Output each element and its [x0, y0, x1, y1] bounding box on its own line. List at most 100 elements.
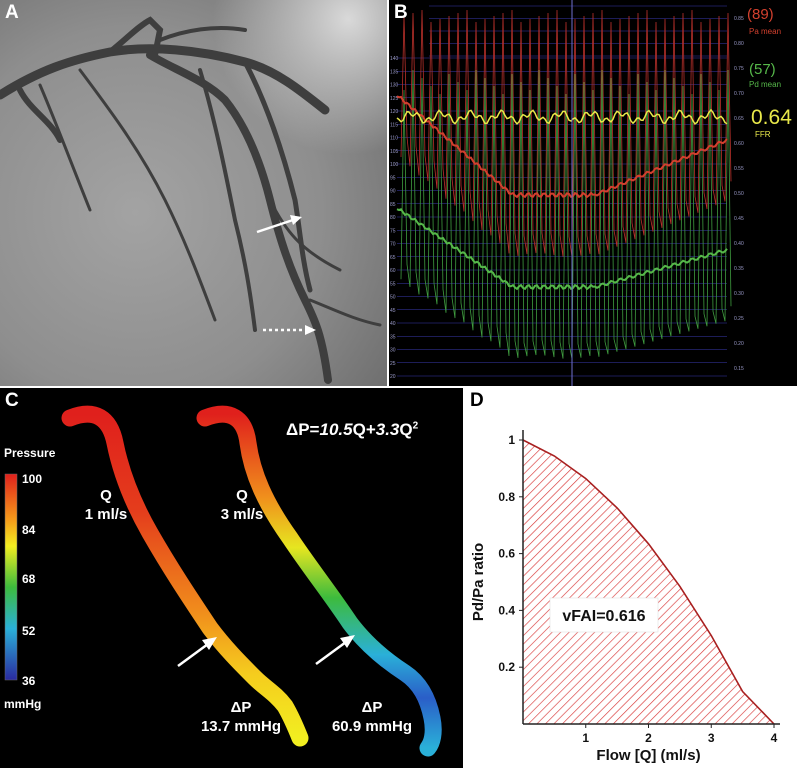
vessel-pressure-map [4, 405, 442, 757]
vfai-chart: 1 2 3 4 0.2 0.4 0.6 0.8 1 Flow [Q] (ml/s) Pd/Pa… [470, 430, 780, 764]
angiogram-panel: A [0, 0, 387, 386]
pa-phasic-trace [400, 9, 732, 257]
tracing-left-tick: 75 [390, 228, 396, 234]
ffr-trace [396, 108, 728, 126]
tracing-left-tick: 70 [390, 242, 396, 248]
y-tick-label: 0.4 [498, 603, 515, 617]
tracing-left-tick: 80 [390, 215, 396, 221]
tracing-right-tick: 0.75 [734, 66, 744, 72]
tracing-left-tick: 60 [390, 268, 396, 274]
tracing-right-tick: 0.70 [734, 91, 744, 97]
x-tick-label: 1 [582, 731, 589, 745]
pd-phasic-trace [400, 69, 732, 359]
tracing-left-tick: 95 [390, 175, 396, 181]
vessel-1-pressure-drop: ΔP 13.7 mmHg [200, 699, 282, 735]
y-axis-title: Pd/Pa ratio [470, 543, 487, 621]
tracing-left-tick: 65 [390, 255, 396, 261]
pd-mean-label: Pd mean [749, 80, 781, 89]
tracing-right-tick: 0.25 [734, 316, 744, 322]
tracing-left-tick: 130 [390, 83, 399, 89]
tracing-left-tick: 85 [390, 202, 396, 208]
y-tick-label: 0.6 [498, 547, 515, 561]
tracing-right-tick: 0.60 [734, 141, 744, 147]
vfai-annotation-box [549, 597, 659, 633]
pd-mean-value: (57) [749, 61, 776, 78]
pa-mean-label: Pa mean [749, 27, 781, 36]
tracing-right-tick: 0.30 [734, 291, 744, 297]
tracing-left-tick: 110 [390, 136, 398, 142]
tracing-left-tick: 45 [390, 308, 396, 314]
tracing-left-tick: 30 [390, 348, 396, 354]
arrow-vessel-2 [315, 635, 355, 666]
vfai-area [523, 440, 774, 724]
tracing-left-tick: 35 [390, 334, 396, 340]
arrow-vessel-1 [177, 637, 217, 668]
y-tick-label: 1 [508, 433, 515, 447]
ffr-value: 0.64 [751, 106, 792, 129]
tracing-right-axis: 0.85 0.80 0.75 0.70 0.65 0.60 0.55 0.50 0.45 0.40… [734, 16, 744, 372]
tracing-right-tick: 0.55 [734, 166, 744, 172]
panel-label-c: C [5, 390, 19, 411]
tracing-left-tick: 40 [390, 321, 396, 327]
x-ticks: 1 2 3 4 [582, 724, 778, 745]
colorbar-tick-84: 84 [22, 523, 36, 537]
colorbar-unit: mmHg [4, 697, 42, 711]
tracing-left-tick: 140 [390, 56, 399, 62]
colorbar-title: Pressure [4, 446, 56, 460]
tracing-left-tick: 120 [390, 109, 399, 115]
tracing-left-tick: 90 [390, 189, 396, 195]
colorbar-tick-36: 36 [22, 674, 36, 688]
pressure-flow-curve [522, 439, 775, 725]
tracing-left-tick: 20 [390, 374, 396, 380]
pa-mean-value: (89) [747, 6, 774, 23]
x-axis-title: Flow [Q] (ml/s) [596, 747, 700, 764]
x-tick-label: 3 [708, 731, 715, 745]
pressure-tracing-panel: 140 135 130 125 120 115 110 105 100 95 90 85 80 75 70 6… [389, 0, 797, 386]
tracing-left-tick: 115 [390, 122, 398, 128]
tracing-right-tick: 0.65 [734, 116, 744, 122]
ffr-label: FFR [755, 130, 771, 139]
panel-label-a: A [5, 2, 19, 23]
colorbar-tick-52: 52 [22, 624, 36, 638]
x-tick-label: 4 [771, 731, 778, 745]
vessel-low-flow [61, 405, 309, 747]
y-tick-label: 0.2 [498, 660, 515, 674]
colorbar-tick-68: 68 [22, 572, 36, 586]
vessel-2-pressure-drop: ΔP 60.9 mmHg [331, 699, 413, 735]
pressure-colorbar [4, 473, 18, 681]
angiogram-image [0, 0, 387, 386]
tracing-right-tick: 0.15 [734, 366, 744, 372]
vfai-annotation: vFAI=0.616 [562, 608, 645, 625]
tracing-left-axis: 140 135 130 125 120 115 110 105 100 95 90 85 80 75 70 6… [390, 56, 399, 380]
pressure-flow-equation: ΔP=10.5Q+3.3Q2 [286, 420, 419, 439]
dotted-arrow [263, 325, 316, 335]
tracing-left-tick: 55 [390, 281, 396, 287]
pa-mean-trace [396, 95, 728, 199]
tracing-left-tick: 125 [390, 96, 399, 102]
tracing-left-tick: 135 [390, 69, 399, 75]
panel-label-b: B [394, 2, 408, 23]
vfai-chart-panel: 1 2 3 4 0.2 0.4 0.6 0.8 1 Flow [Q] (ml/s) Pd/Pa… [465, 388, 797, 768]
solid-arrow [256, 215, 302, 234]
x-tick-label: 2 [645, 731, 652, 745]
coronary-vessels [0, 16, 382, 384]
tracing-right-tick: 0.40 [734, 241, 744, 247]
vessel-high-flow [196, 405, 442, 757]
tracing-left-tick: 50 [390, 295, 396, 301]
tracing-right-tick: 0.20 [734, 341, 744, 347]
y-tick-label: 0.8 [498, 490, 515, 504]
tracing-right-tick: 0.45 [734, 216, 744, 222]
tracing-right-tick: 0.50 [734, 191, 744, 197]
panel-label-d: D [470, 390, 484, 411]
tracing-right-tick: 0.35 [734, 266, 744, 272]
pd-mean-trace [396, 208, 728, 291]
y-ticks: 0.2 0.4 0.6 0.8 1 [498, 433, 523, 674]
tracing-left-tick: 105 [390, 149, 399, 155]
tracing-left-tick: 25 [390, 361, 396, 367]
pressure-map-panel: Pressure 100 84 68 52 36 mmHg ΔP=10.5Q+3… [0, 388, 463, 768]
tracing-left-tick: 100 [390, 162, 399, 168]
colorbar-tick-100: 100 [22, 472, 43, 486]
tracing-right-tick: 0.85 [734, 16, 744, 22]
tracing-right-tick: 0.80 [734, 41, 744, 47]
